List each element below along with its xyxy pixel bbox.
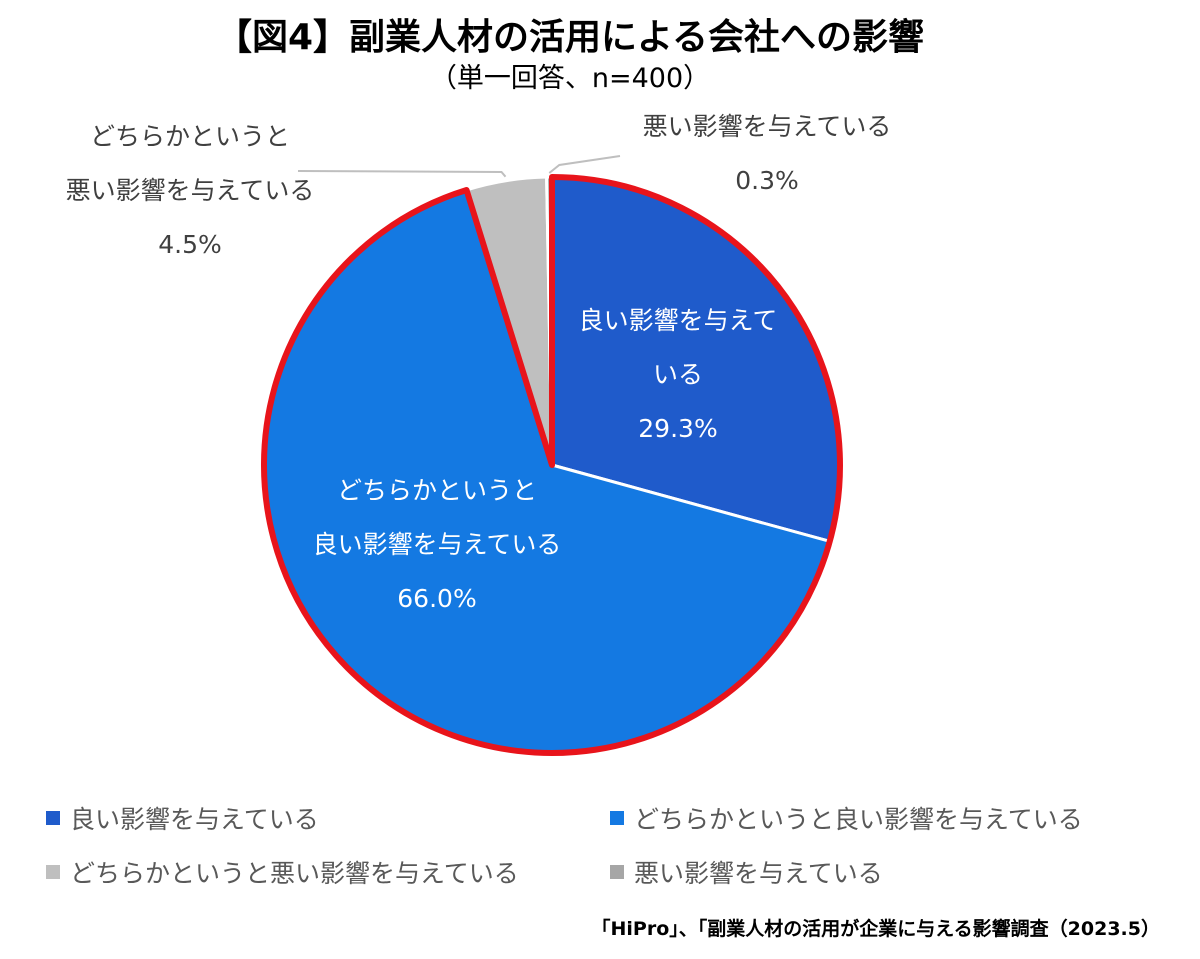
legend-label: どちらかというと悪い影響を与えている [70, 859, 519, 888]
data-label: 良い影響を与えて [579, 306, 778, 335]
data-label: 悪い影響を与えている [643, 112, 892, 141]
legend-item: 悪い影響を与えている [610, 854, 883, 890]
data-label: 4.5% [158, 230, 222, 259]
data-label: どちらかというと [337, 476, 537, 505]
legend-label: 良い影響を与えている [70, 805, 319, 834]
highlight-outline [260, 174, 843, 756]
pie-chart: 良い影響を与えている29.3%どちらかというと良い影響を与えている66.0%どち… [66, 112, 892, 756]
leader-line [548, 155, 621, 174]
legend-swatch [46, 811, 60, 825]
chart-title: 【図4】副業人材の活用による会社への影響 [216, 17, 924, 58]
chart-subtitle: （単一回答、n=400） [429, 63, 711, 94]
data-label: いる [653, 360, 703, 389]
legend-swatch [46, 865, 60, 879]
legend-item: どちらかというと良い影響を与えている [610, 800, 1083, 836]
data-label: 66.0% [397, 584, 476, 613]
data-label: 良い影響を与えている [313, 530, 562, 559]
data-label: 29.3% [638, 414, 717, 443]
legend-swatch [610, 865, 624, 879]
legend-item: どちらかというと悪い影響を与えている [46, 854, 519, 890]
legend-label: どちらかというと良い影響を与えている [634, 805, 1083, 834]
legend-label: 悪い影響を与えている [634, 859, 883, 888]
legend-swatch [610, 811, 624, 825]
data-label: 悪い影響を与えている [66, 176, 315, 205]
source-note: 「HiPro」、「副業人材の活用が企業に与える影響調査（2023.5） [591, 918, 1160, 940]
data-label: 0.3% [735, 166, 799, 195]
legend-item: 良い影響を与えている [46, 800, 319, 836]
data-label: どちらかというと [90, 122, 290, 151]
chart-legend: 良い影響を与えている どちらかというと良い影響を与えている どちらかというと悪い… [0, 790, 1200, 900]
leader-line [297, 170, 507, 178]
